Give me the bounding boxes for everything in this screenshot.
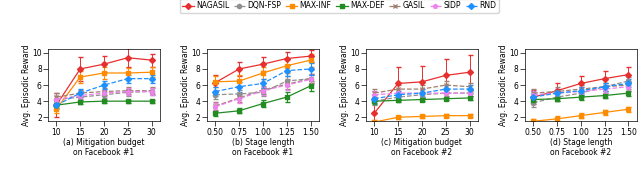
X-axis label: (a) Mitigation budget
on Facebook #1: (a) Mitigation budget on Facebook #1 bbox=[63, 138, 145, 157]
Y-axis label: Avg. Episodic Reward: Avg. Episodic Reward bbox=[22, 44, 31, 126]
Y-axis label: Avg. Episodic Reward: Avg. Episodic Reward bbox=[340, 44, 349, 126]
Y-axis label: Avg. Episodic Reward: Avg. Episodic Reward bbox=[180, 44, 189, 126]
Legend: NAGASIL, DQN-FSP, MAX-INF, MAX-DEF, GASIL, SIDP, RND: NAGASIL, DQN-FSP, MAX-INF, MAX-DEF, GASI… bbox=[180, 0, 499, 12]
X-axis label: (d) Stage length
on Facebook #2: (d) Stage length on Facebook #2 bbox=[550, 138, 612, 157]
X-axis label: (c) Mitigation budget
on Facebook #2: (c) Mitigation budget on Facebook #2 bbox=[381, 138, 462, 157]
Y-axis label: Avg. Episodic Reward: Avg. Episodic Reward bbox=[499, 44, 508, 126]
X-axis label: (b) Stage length
on Facebook #1: (b) Stage length on Facebook #1 bbox=[232, 138, 294, 157]
